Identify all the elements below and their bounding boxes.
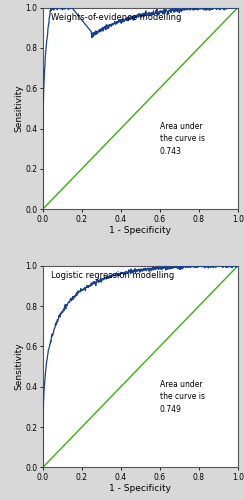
Text: Weights-of-evidence modelling: Weights-of-evidence modelling <box>51 12 181 22</box>
Y-axis label: Sensitivity: Sensitivity <box>14 343 23 390</box>
X-axis label: 1 - Specificity: 1 - Specificity <box>109 484 171 493</box>
Y-axis label: Sensitivity: Sensitivity <box>14 84 23 132</box>
Text: Logistic regression modelling: Logistic regression modelling <box>51 271 174 280</box>
X-axis label: 1 - Specificity: 1 - Specificity <box>109 226 171 235</box>
Text: Area under
the curve is
0.749: Area under the curve is 0.749 <box>160 380 205 414</box>
Text: Area under
the curve is
0.743: Area under the curve is 0.743 <box>160 122 205 156</box>
